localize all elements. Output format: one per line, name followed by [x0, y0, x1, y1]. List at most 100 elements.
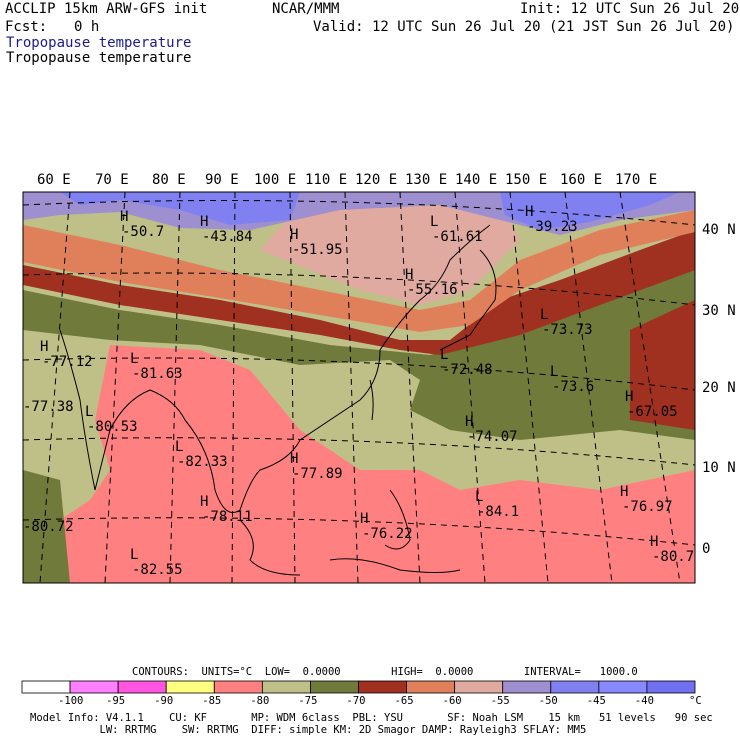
- model-info-line-2: LW: RRTMG SW: RRTMG DIFF: simple KM: 2D …: [30, 724, 587, 736]
- extremum-type: H: [625, 389, 634, 405]
- colorbar-swatch: [261, 680, 311, 694]
- lat-label: 0: [702, 541, 711, 557]
- lon-label: 100 E: [254, 172, 297, 188]
- lat-label: 10 N: [702, 460, 736, 476]
- extremum-value: -82.55: [132, 562, 183, 578]
- colorbar-tick: -70: [346, 695, 366, 707]
- extremum-value: -39.23: [527, 219, 578, 235]
- extremum-type: H: [200, 214, 209, 230]
- lon-label: 150 E: [505, 172, 548, 188]
- extremum-type: L: [175, 439, 184, 455]
- lon-label: 170 E: [615, 172, 658, 188]
- lat-label: 40 N: [702, 222, 736, 238]
- extremum-type: H: [200, 494, 209, 510]
- colorbar-swatch: [646, 680, 696, 694]
- lon-label: 90 E: [205, 172, 239, 188]
- extremum-value: -67.05: [627, 404, 678, 420]
- field-title-1: Tropopause temperature: [6, 35, 192, 51]
- lon-label: 110 E: [305, 172, 348, 188]
- lon-label: 60 E: [37, 172, 71, 188]
- extremum-value: -77.89: [292, 466, 343, 482]
- colorbar-tick: -75: [298, 695, 318, 707]
- extremum-value: -84.1: [477, 504, 520, 520]
- extremum-value: -73.73: [542, 322, 593, 338]
- extremum-value: -76.97: [622, 499, 673, 515]
- extremum-type: L: [130, 547, 139, 563]
- extremum-type: L: [430, 214, 439, 230]
- org-label: NCAR/MMM: [272, 1, 340, 17]
- lon-label: 70 E: [95, 172, 129, 188]
- map-frame: [22, 191, 696, 584]
- colorbar: [21, 680, 696, 694]
- extremum-type: L: [540, 307, 549, 323]
- extremum-value: -76.22: [362, 526, 413, 542]
- extremum-type: L: [130, 351, 139, 367]
- extremum-type: L: [440, 347, 449, 363]
- lon-label: 160 E: [560, 172, 603, 188]
- field-title-2: Tropopause temperature: [6, 50, 192, 66]
- colorbar-swatch: [165, 680, 215, 694]
- extremum-type: H: [525, 204, 534, 220]
- colorbar-tick: -65: [394, 695, 414, 707]
- extremum-value: -80.7: [652, 549, 695, 565]
- colorbar-tick: -100: [58, 695, 84, 707]
- extremum-value: -51.95: [292, 242, 343, 258]
- init-time: Init: 12 UTC Sun 26 Jul 20: [520, 1, 740, 17]
- colorbar-tick: -80: [250, 695, 270, 707]
- extremum-type: H: [465, 414, 474, 430]
- colorbar-swatch: [454, 680, 504, 694]
- colorbar-swatch: [21, 680, 71, 694]
- colorbar-tick: -90: [154, 695, 174, 707]
- extremum-value: -77.38: [23, 399, 74, 415]
- extremum-value: -81.63: [132, 366, 183, 382]
- contours-info: CONTOURS: UNITS=°C LOW= 0.0000 HIGH= 0.0…: [132, 666, 638, 678]
- extremum-value: -74.07: [467, 429, 518, 445]
- lon-label: 140 E: [455, 172, 498, 188]
- fcst-label: Fcst:: [5, 19, 48, 35]
- colorbar-swatch: [310, 680, 359, 694]
- colorbar-tick: -60: [442, 695, 462, 707]
- colorbar-tick: -85: [202, 695, 222, 707]
- graticule: [23, 192, 695, 583]
- extremum-value: -78.11: [202, 509, 253, 525]
- extremum-value: -80.53: [87, 419, 138, 435]
- extremum-type: L: [475, 489, 484, 505]
- extremum-value: -80.72: [23, 519, 74, 535]
- fcst-value: 0 h: [74, 19, 100, 35]
- colorbar-swatch: [502, 680, 552, 694]
- extremum-value: -43.84: [202, 229, 253, 245]
- extremum-type: H: [40, 339, 49, 355]
- colorbar-tick: -45: [586, 695, 606, 707]
- extremum-value: -55.16: [407, 282, 458, 298]
- valid-time: Valid: 12 UTC Sun 26 Jul 20 (21 JST Sun …: [313, 19, 735, 35]
- extremum-value: -61.61: [432, 229, 483, 245]
- colorbar-swatch: [117, 680, 167, 694]
- coastlines: [59, 224, 497, 576]
- extremum-type: H: [360, 511, 369, 527]
- colorbar-tick: -40: [634, 695, 654, 707]
- extremum-value: -73.6: [552, 379, 595, 395]
- lat-label: 20 N: [702, 380, 736, 396]
- extremum-value: -72.48: [442, 362, 493, 378]
- model-info-line-1: Model Info: V4.1.1 CU: KF MP: WDM 6class…: [30, 712, 713, 724]
- extremum-value: -82.33: [177, 454, 228, 470]
- lon-label: 120 E: [355, 172, 398, 188]
- extremum-type: H: [290, 227, 299, 243]
- colorbar-tick: -55: [490, 695, 510, 707]
- colorbar-unit: °C: [689, 695, 702, 707]
- extremum-type: H: [650, 534, 659, 550]
- lat-label: 30 N: [702, 303, 736, 319]
- lon-label: 130 E: [405, 172, 448, 188]
- extremum-type: H: [290, 451, 299, 467]
- colorbar-swatch: [406, 680, 456, 694]
- colorbar-swatch: [69, 680, 119, 694]
- colorbar-swatch: [358, 680, 407, 694]
- tropopause-temperature-field: [23, 192, 695, 583]
- colorbar-swatch: [550, 680, 600, 694]
- extremum-type: H: [120, 209, 129, 225]
- extremum-value: -77.12: [42, 354, 93, 370]
- extremum-type: L: [550, 364, 559, 380]
- colorbar-swatch: [213, 680, 263, 694]
- colorbar-tick: -95: [106, 695, 126, 707]
